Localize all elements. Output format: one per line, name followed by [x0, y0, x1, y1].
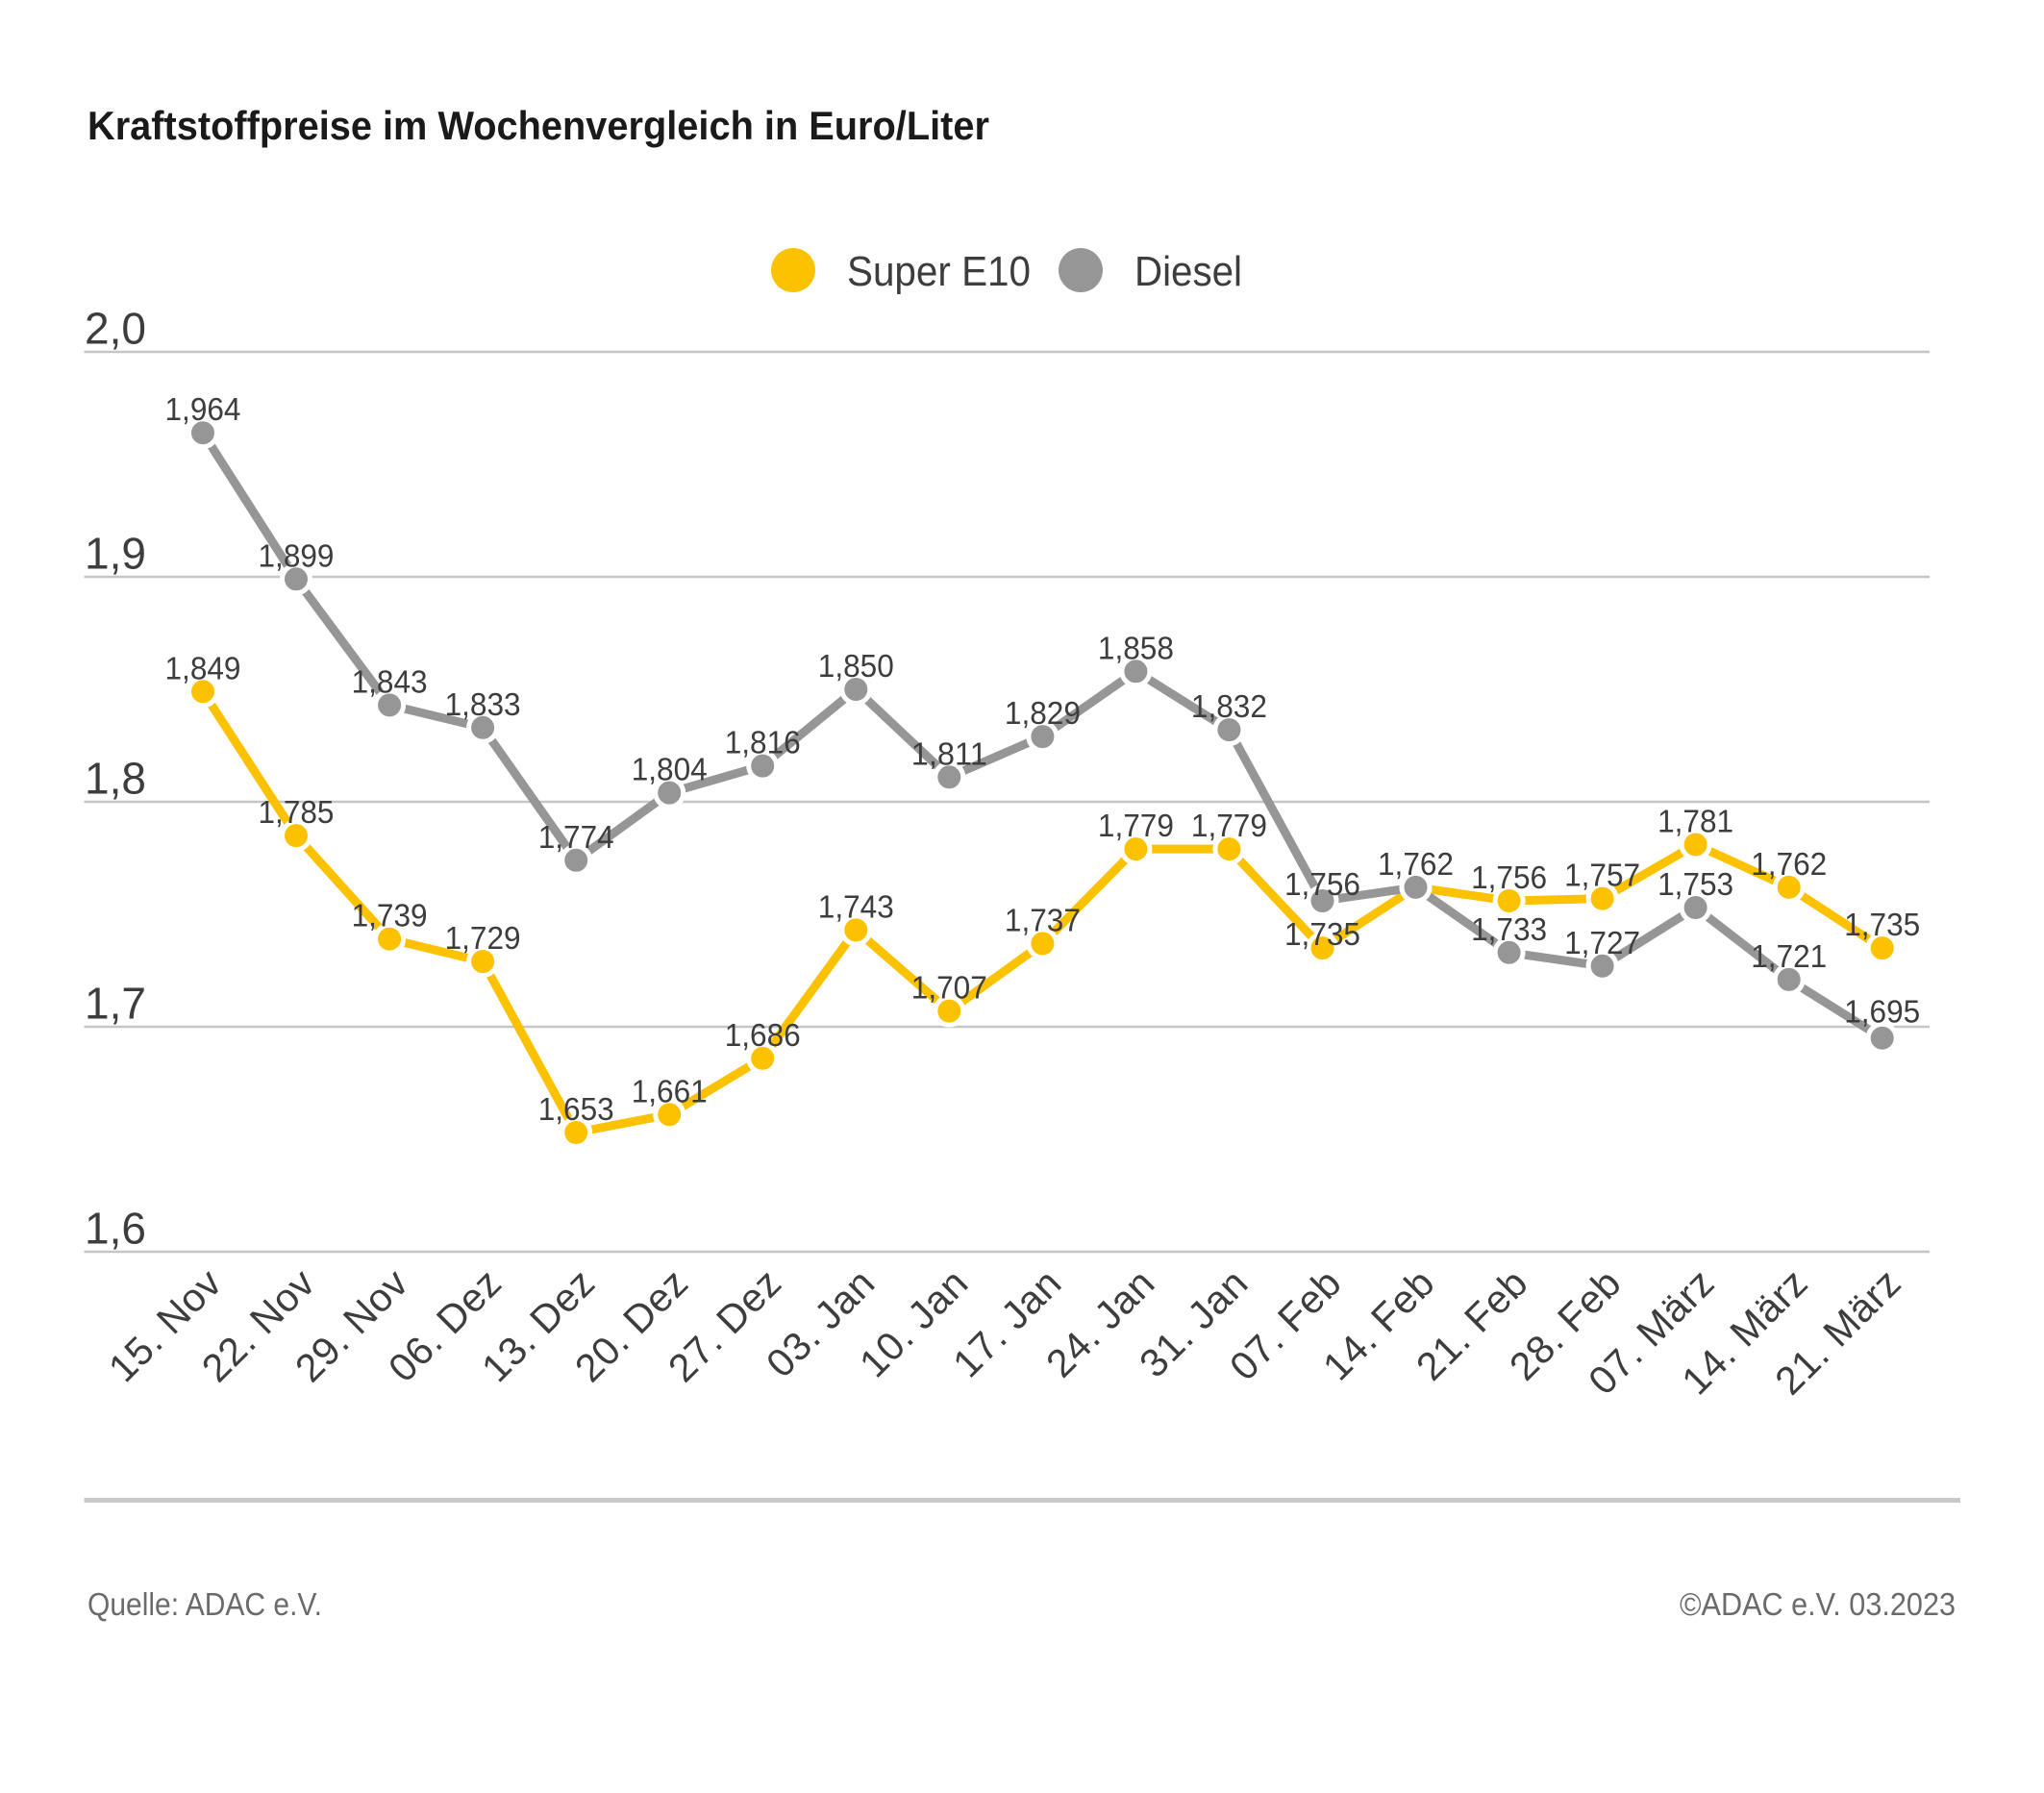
svg-text:1,721: 1,721	[1751, 938, 1827, 974]
svg-text:2,0: 2,0	[85, 304, 146, 354]
svg-text:1,832: 1,832	[1191, 688, 1267, 724]
svg-text:Super E10: Super E10	[847, 248, 1031, 295]
svg-text:1,739: 1,739	[352, 898, 428, 934]
svg-text:1,781: 1,781	[1658, 804, 1733, 839]
svg-text:1,6: 1,6	[85, 1204, 146, 1254]
svg-text:1,833: 1,833	[445, 686, 521, 722]
svg-text:1,850: 1,850	[818, 648, 894, 684]
svg-text:©ADAC e.V. 03.2023: ©ADAC e.V. 03.2023	[1680, 1586, 1956, 1622]
svg-text:1,843: 1,843	[352, 663, 428, 699]
svg-text:1,829: 1,829	[1005, 695, 1081, 731]
svg-text:1,735: 1,735	[1284, 916, 1360, 952]
svg-text:1,737: 1,737	[1005, 902, 1081, 937]
svg-text:1,816: 1,816	[725, 725, 801, 760]
svg-text:1,735: 1,735	[1844, 907, 1920, 942]
svg-text:1,779: 1,779	[1098, 808, 1174, 843]
svg-text:1,653: 1,653	[538, 1091, 614, 1127]
svg-text:1,756: 1,756	[1471, 859, 1547, 895]
svg-text:1,964: 1,964	[165, 391, 241, 427]
svg-text:1,785: 1,785	[259, 794, 335, 830]
svg-text:1,7: 1,7	[85, 979, 146, 1029]
svg-text:Kraftstoffpreise im Wochenverg: Kraftstoffpreise im Wochenvergleich in E…	[87, 103, 989, 148]
svg-text:1,804: 1,804	[632, 752, 708, 787]
svg-text:1,899: 1,899	[259, 537, 335, 573]
svg-text:1,779: 1,779	[1191, 808, 1267, 843]
svg-text:1,849: 1,849	[165, 650, 241, 685]
svg-text:1,762: 1,762	[1378, 846, 1454, 882]
svg-text:1,743: 1,743	[818, 888, 894, 924]
svg-text:1,858: 1,858	[1098, 630, 1174, 665]
svg-text:1,756: 1,756	[1284, 866, 1360, 902]
svg-text:Diesel: Diesel	[1134, 248, 1242, 295]
svg-text:1,686: 1,686	[725, 1017, 801, 1053]
svg-text:1,811: 1,811	[911, 735, 987, 771]
svg-text:1,729: 1,729	[445, 920, 521, 956]
svg-text:1,661: 1,661	[632, 1073, 708, 1108]
svg-text:1,707: 1,707	[911, 970, 987, 1006]
svg-text:1,8: 1,8	[85, 754, 146, 804]
svg-text:1,753: 1,753	[1658, 866, 1733, 902]
svg-text:1,727: 1,727	[1564, 925, 1640, 960]
svg-text:Quelle: ADAC e.V.: Quelle: ADAC e.V.	[87, 1586, 322, 1622]
svg-text:1,762: 1,762	[1751, 846, 1827, 882]
svg-text:1,695: 1,695	[1844, 994, 1920, 1030]
svg-text:1,757: 1,757	[1564, 858, 1640, 893]
svg-text:1,733: 1,733	[1471, 911, 1547, 947]
svg-text:1,774: 1,774	[538, 819, 614, 855]
svg-text:1,9: 1,9	[85, 529, 146, 579]
